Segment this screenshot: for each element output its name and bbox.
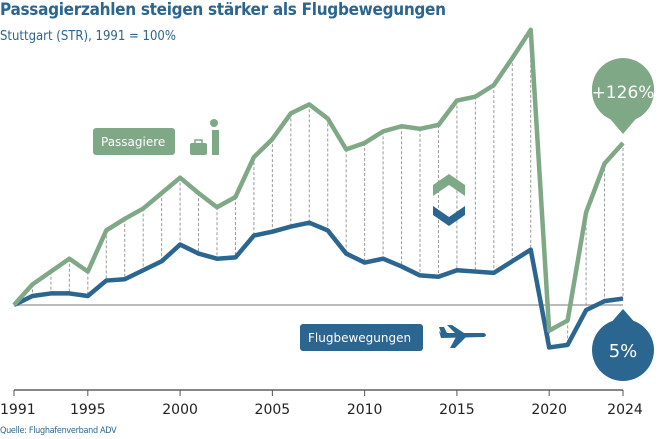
x-tick-label: 2024 bbox=[607, 402, 643, 418]
chart-title: Passagierzahlen steigen stärker als Flug… bbox=[0, 0, 446, 20]
x-tick-label: 1995 bbox=[70, 402, 106, 418]
x-axis-ticks: 1991 1995 2000 2005 2010 2015 2020 2024 bbox=[0, 390, 643, 418]
x-tick-label: 2010 bbox=[347, 402, 383, 418]
movements-end-pin: 5% bbox=[592, 309, 654, 381]
dropline-group bbox=[31, 29, 624, 348]
legend-passengers-box bbox=[93, 128, 175, 155]
chevron-up-icon bbox=[433, 174, 465, 196]
passengers-end-label: +126% bbox=[592, 83, 655, 103]
series-line-flugbewegungen bbox=[13, 220, 624, 350]
x-tick-label: 2005 bbox=[255, 402, 291, 418]
passenger-with-suitcase-icon bbox=[190, 119, 219, 155]
movements-end-label: 5% bbox=[609, 341, 638, 362]
series-lines bbox=[12, 27, 625, 350]
x-tick-label: 2020 bbox=[531, 402, 567, 418]
airplane-icon bbox=[439, 325, 486, 348]
source-note: Quelle: Flughafenverband ADV bbox=[0, 426, 117, 436]
series-line-passagiere bbox=[12, 27, 625, 333]
chart-subtitle: Stuttgart (STR), 1991 = 100% bbox=[0, 29, 176, 44]
x-tick-label: 2015 bbox=[439, 402, 475, 418]
legend-movements-label: Flugbewegungen bbox=[308, 331, 411, 345]
chevron-down-icon bbox=[433, 206, 465, 226]
passengers-end-pin: +126% bbox=[592, 58, 655, 134]
legend-passengers-label: Passagiere bbox=[101, 135, 165, 149]
x-tick-label: 2000 bbox=[162, 402, 198, 418]
x-tick-label: 1991 bbox=[0, 402, 36, 418]
legend-movements-box bbox=[300, 324, 423, 351]
